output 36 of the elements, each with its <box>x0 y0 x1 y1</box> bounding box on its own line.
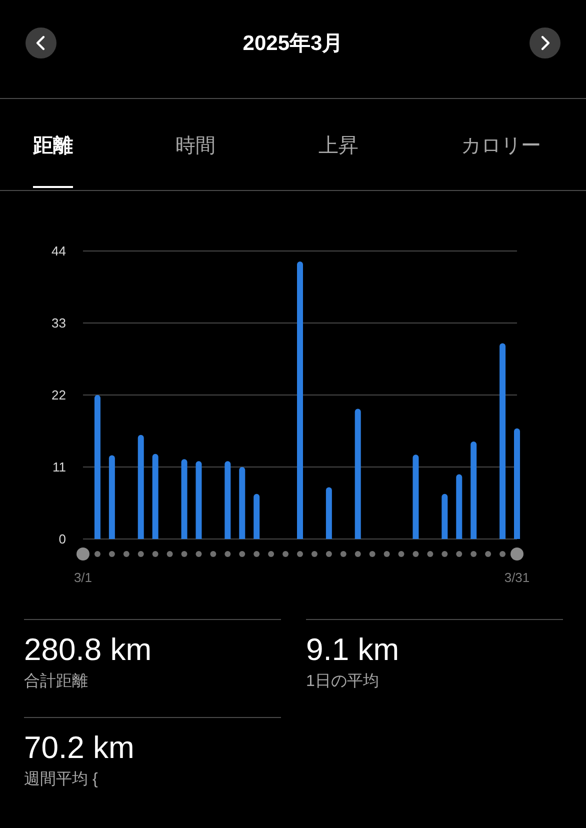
text: 280.8 km <box>24 632 152 667</box>
bar <box>456 474 462 539</box>
y-tick-label: 33 <box>52 316 66 330</box>
bar <box>514 428 520 539</box>
text: 週間平均 { <box>24 771 98 788</box>
text: 上昇 <box>318 135 358 157</box>
bar <box>326 487 332 539</box>
text: 1日の平均 <box>306 673 379 690</box>
bar <box>239 467 246 539</box>
bar <box>254 494 260 539</box>
bar <box>138 434 144 539</box>
bar <box>108 455 115 539</box>
bar <box>224 461 231 539</box>
bar <box>500 343 506 539</box>
text: 70.2 km <box>24 730 134 765</box>
text: 9.1 km <box>306 632 400 667</box>
y-tick-label: 11 <box>52 460 66 474</box>
y-tick-label: 22 <box>52 388 66 402</box>
bar <box>196 461 202 539</box>
bar <box>354 408 361 539</box>
bar <box>412 454 419 539</box>
bar <box>94 395 100 539</box>
y-tick-label: 0 <box>58 532 66 546</box>
text: 合計距離 <box>24 673 88 690</box>
chart-title: 2025年3月 <box>242 32 344 55</box>
y-tick-label: 44 <box>52 244 66 258</box>
bar <box>152 454 158 539</box>
bar <box>181 459 188 539</box>
bar <box>297 261 303 539</box>
text: 時間 <box>176 135 216 157</box>
bar <box>470 441 477 539</box>
bar <box>442 494 448 539</box>
x-tick-label: 3/1 <box>74 570 92 585</box>
text: 距離 <box>33 135 73 157</box>
text: カロリー <box>460 135 541 157</box>
x-tick-label: 3/31 <box>504 570 530 585</box>
